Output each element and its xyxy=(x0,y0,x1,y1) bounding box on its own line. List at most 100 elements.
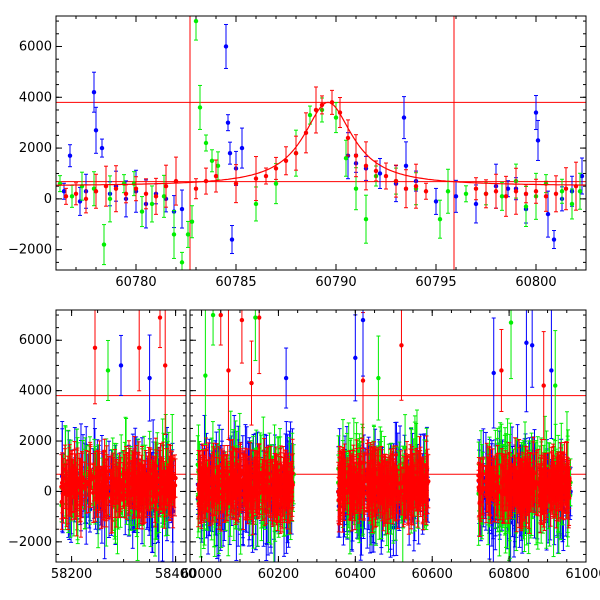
y-tick-label: 4000 xyxy=(19,90,52,105)
data-point xyxy=(393,178,399,184)
data-point xyxy=(210,479,216,484)
data-point xyxy=(193,18,199,24)
data-point xyxy=(505,186,511,191)
x-tick-label: 60785 xyxy=(215,275,256,290)
data-point xyxy=(264,478,270,484)
data-point xyxy=(236,478,241,483)
data-point xyxy=(137,345,142,350)
data-point xyxy=(179,206,185,212)
data-point xyxy=(63,194,69,199)
data-point xyxy=(171,491,176,497)
bottom-light-curve-panel: 5820058400600006020060400606006080061000… xyxy=(8,309,600,582)
data-point xyxy=(113,492,119,498)
plot-segment xyxy=(56,310,186,562)
data-point xyxy=(373,168,379,174)
data-point xyxy=(161,194,167,199)
data-point xyxy=(543,194,549,199)
data-point xyxy=(99,145,105,151)
data-point xyxy=(76,479,82,485)
data-point xyxy=(453,194,459,199)
data-point xyxy=(293,150,299,156)
data-point xyxy=(107,196,113,202)
top-light-curve-panel: 60780 60785 60790 60795 60800 −2000 0 2000 4000 6… xyxy=(8,15,587,290)
data-point xyxy=(563,186,569,191)
data-point xyxy=(73,191,79,196)
data-point xyxy=(91,90,97,95)
data-point xyxy=(105,368,111,373)
data-point xyxy=(255,490,261,496)
data-point xyxy=(67,153,73,158)
data-point xyxy=(213,173,219,179)
data-point xyxy=(139,209,145,214)
data-point xyxy=(123,191,129,196)
data-point xyxy=(149,201,155,207)
data-point xyxy=(559,189,565,194)
data-point xyxy=(197,105,203,110)
data-point xyxy=(283,158,289,163)
x-tick-label: 60780 xyxy=(115,275,156,290)
data-point xyxy=(209,158,215,163)
data-point xyxy=(307,112,313,118)
y-tick-label: 2000 xyxy=(19,141,52,156)
data-point xyxy=(124,492,130,497)
data-point xyxy=(253,201,259,207)
data-point xyxy=(241,476,247,481)
data-point xyxy=(353,153,359,158)
data-point xyxy=(286,488,291,494)
data-point xyxy=(233,181,239,186)
data-point xyxy=(203,140,209,146)
data-point xyxy=(250,498,256,504)
data-point xyxy=(97,485,103,490)
data-point xyxy=(87,470,93,476)
data-point xyxy=(170,483,175,488)
data-point xyxy=(62,467,68,472)
data-point xyxy=(61,189,67,194)
data-point xyxy=(553,191,559,196)
data-point xyxy=(215,482,221,487)
data-point xyxy=(533,189,539,194)
data-point xyxy=(551,237,557,242)
model-curve xyxy=(56,101,586,186)
data-point xyxy=(545,211,551,217)
data-point xyxy=(133,186,139,191)
data-point xyxy=(163,363,168,368)
data-point xyxy=(150,482,155,487)
data-point xyxy=(254,484,259,489)
data-point xyxy=(401,115,407,120)
data-point xyxy=(93,484,98,489)
data-point xyxy=(333,115,339,120)
series-cloud xyxy=(195,437,295,536)
data-point xyxy=(243,483,248,489)
data-point xyxy=(79,474,85,479)
data-point xyxy=(483,191,489,196)
data-point xyxy=(189,219,195,224)
y-tick-label: 0 xyxy=(44,192,52,207)
data-point xyxy=(147,375,152,381)
data-point xyxy=(142,486,148,491)
data-point xyxy=(146,485,151,491)
outlier-series xyxy=(118,334,152,422)
data-point xyxy=(93,189,99,194)
data-point xyxy=(579,173,585,179)
data-point xyxy=(569,201,575,207)
data-point xyxy=(257,473,262,478)
data-point xyxy=(93,128,99,133)
data-point xyxy=(363,217,369,222)
data-point xyxy=(82,483,87,488)
data-point xyxy=(363,163,369,169)
data-point xyxy=(493,189,499,194)
data-point xyxy=(535,138,541,143)
data-point xyxy=(83,196,89,202)
data-point xyxy=(383,173,389,179)
data-point xyxy=(273,166,279,171)
data-point xyxy=(152,487,157,492)
data-point xyxy=(66,483,71,488)
data-point xyxy=(153,194,159,199)
x-tick-label: 60795 xyxy=(415,275,456,290)
data-point xyxy=(61,482,66,487)
data-point xyxy=(101,242,107,247)
data-point xyxy=(225,120,231,125)
data-point xyxy=(157,315,163,320)
data-point xyxy=(445,189,451,194)
data-point xyxy=(143,191,149,196)
